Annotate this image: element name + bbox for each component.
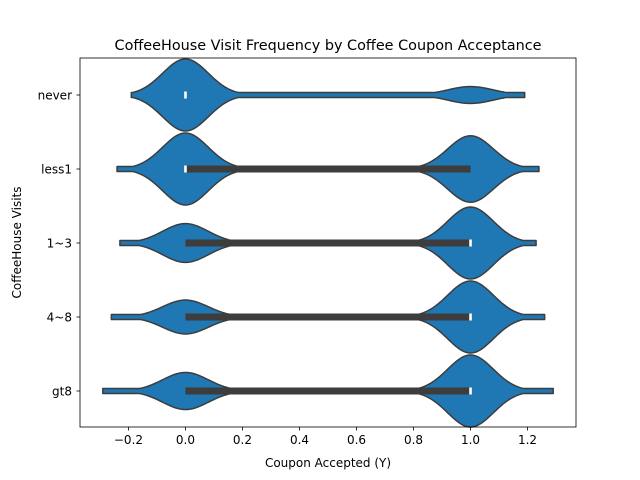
x-tick-label: 1.0 <box>461 433 480 447</box>
median-marker-gt8 <box>469 387 472 395</box>
median-marker-4~8 <box>469 313 472 321</box>
median-marker-less1 <box>184 165 187 173</box>
y-axis-label: CoffeeHouse Visits <box>10 187 24 299</box>
chart-title: CoffeeHouse Visit Frequency by Coffee Co… <box>115 38 542 54</box>
y-tick-label: less1 <box>41 162 72 176</box>
y-tick-label: gt8 <box>52 384 72 398</box>
violin-layer <box>102 58 554 428</box>
x-tick-label: 1.2 <box>518 433 537 447</box>
y-tick-label: 1~3 <box>47 236 72 250</box>
y-axis-ticks: never less1 1~3 4~8 gt8 <box>38 88 80 398</box>
x-tick-label: 0.6 <box>347 433 366 447</box>
median-marker-never <box>184 91 187 99</box>
x-tick-label: 0.8 <box>404 433 423 447</box>
x-tick-label: 0.2 <box>233 433 252 447</box>
x-axis-ticks: −0.2 0.0 0.2 0.4 0.6 0.8 1.0 1.2 <box>114 427 537 447</box>
median-marker-1~3 <box>469 239 472 247</box>
x-axis-label: Coupon Accepted (Y) <box>265 456 391 470</box>
x-tick-label: 0.0 <box>176 433 195 447</box>
x-tick-label: 0.4 <box>290 433 309 447</box>
x-tick-label: −0.2 <box>114 433 143 447</box>
y-tick-label: never <box>38 88 72 102</box>
plot-frame <box>79 57 577 428</box>
violin-never <box>130 58 526 132</box>
y-tick-label: 4~8 <box>47 310 72 324</box>
